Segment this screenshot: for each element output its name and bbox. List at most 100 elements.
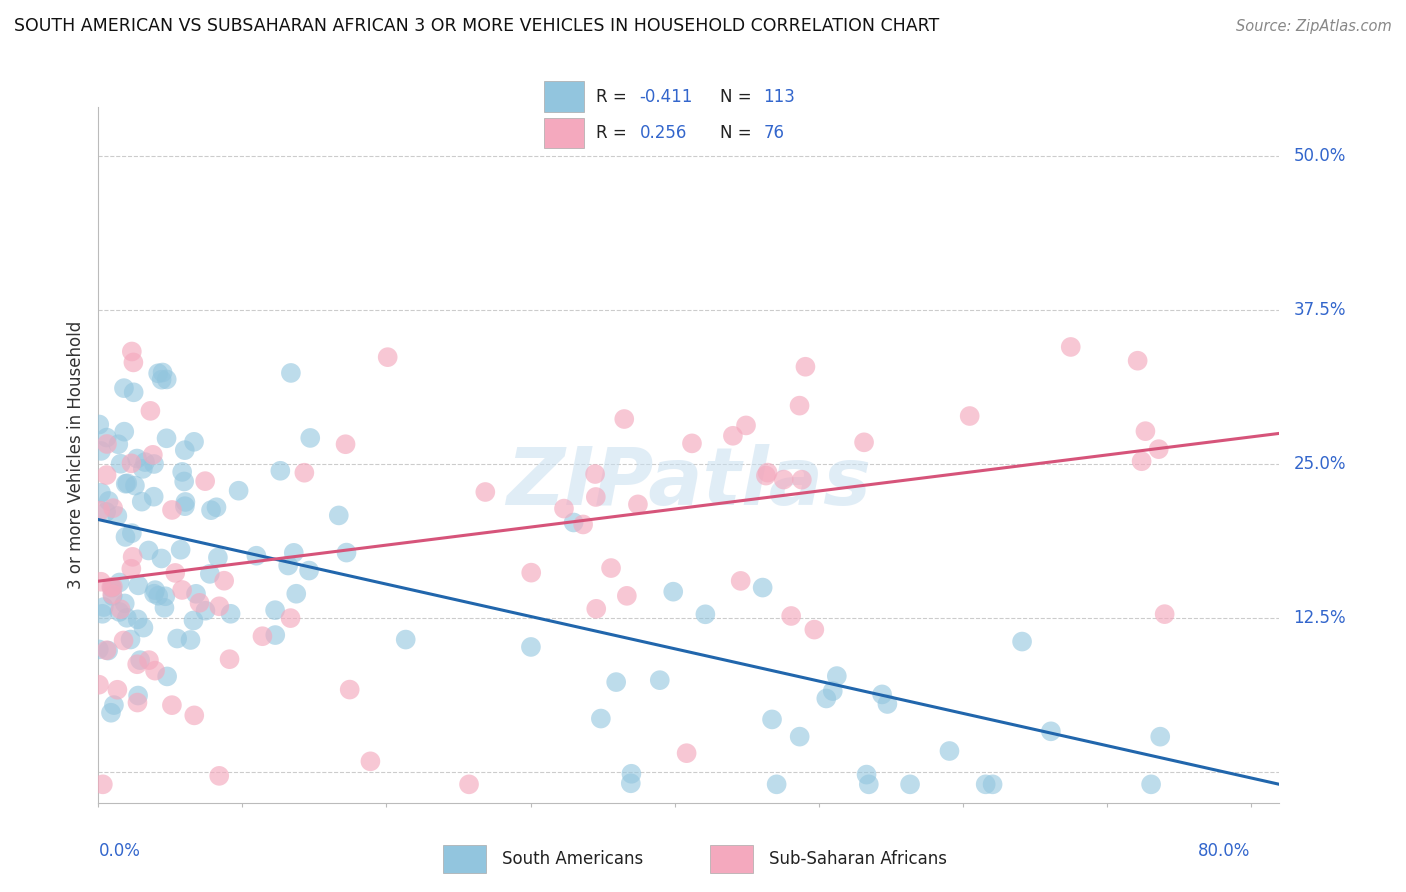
Point — [96, 468, 118, 483]
Point — [143, 457, 166, 471]
Point — [166, 632, 188, 646]
Point — [101, 501, 124, 516]
Point — [127, 689, 149, 703]
Point — [458, 777, 481, 791]
Text: 37.5%: 37.5% — [1294, 301, 1346, 319]
Text: Sub-Saharan Africans: Sub-Saharan Africans — [769, 849, 948, 868]
Point — [105, 682, 128, 697]
Point — [114, 597, 136, 611]
Point — [138, 543, 160, 558]
Point — [772, 473, 794, 487]
Point — [681, 436, 703, 450]
Text: R =: R = — [596, 124, 633, 142]
Point — [142, 448, 165, 462]
Point — [96, 437, 118, 451]
Bar — [443, 845, 486, 872]
Point — [648, 673, 671, 688]
Point — [131, 494, 153, 508]
Point — [100, 580, 122, 594]
Point — [280, 366, 302, 380]
Point — [156, 669, 179, 683]
Point — [122, 385, 145, 400]
Point — [553, 501, 575, 516]
Point — [121, 526, 143, 541]
Point — [180, 632, 202, 647]
Point — [616, 589, 638, 603]
Point — [695, 607, 717, 622]
Point — [143, 583, 166, 598]
Point — [155, 431, 177, 445]
Point — [107, 437, 129, 451]
Point — [124, 478, 146, 492]
Point — [790, 473, 813, 487]
Point — [103, 698, 125, 712]
Point — [143, 587, 166, 601]
Point — [299, 431, 322, 445]
Point — [870, 687, 893, 701]
Point — [853, 435, 876, 450]
Bar — [544, 118, 583, 148]
Text: ZIPatlas: ZIPatlas — [506, 443, 872, 522]
Text: N =: N = — [720, 87, 756, 105]
Point — [755, 468, 778, 483]
Point — [474, 485, 496, 500]
Point — [121, 344, 143, 359]
Bar — [710, 845, 754, 872]
Point — [134, 455, 156, 469]
Point — [377, 350, 399, 364]
Point — [200, 503, 222, 517]
Point — [756, 466, 779, 480]
Point — [283, 546, 305, 560]
Point — [585, 602, 607, 616]
Point — [825, 669, 848, 683]
Point — [1153, 607, 1175, 621]
Point — [600, 561, 623, 575]
Point — [96, 431, 118, 445]
Point — [108, 605, 131, 619]
Point — [173, 475, 195, 489]
Point — [153, 600, 176, 615]
Point — [938, 744, 960, 758]
Point — [173, 443, 195, 458]
Point — [1147, 442, 1170, 457]
Point — [87, 678, 110, 692]
Point — [91, 777, 114, 791]
Point — [662, 584, 685, 599]
Point — [208, 599, 231, 614]
Point — [183, 708, 205, 723]
Point — [146, 366, 169, 380]
Text: SOUTH AMERICAN VS SUBSAHARAN AFRICAN 3 OR MORE VEHICLES IN HOUSEHOLD CORRELATION: SOUTH AMERICAN VS SUBSAHARAN AFRICAN 3 O… — [14, 17, 939, 35]
Point — [252, 629, 274, 643]
Point — [138, 653, 160, 667]
Point — [148, 589, 170, 603]
Point — [359, 755, 381, 769]
Point — [115, 611, 138, 625]
Text: -0.411: -0.411 — [640, 87, 693, 105]
Point — [101, 580, 124, 594]
Point — [114, 530, 136, 544]
Point — [981, 777, 1004, 791]
Point — [97, 643, 120, 657]
Point — [1011, 634, 1033, 648]
Text: 113: 113 — [763, 87, 794, 105]
Point — [150, 373, 173, 387]
Point — [815, 691, 838, 706]
Point — [212, 574, 235, 588]
Y-axis label: 3 or more Vehicles in Household: 3 or more Vehicles in Household — [67, 321, 86, 589]
Point — [675, 746, 697, 760]
Point — [143, 664, 166, 678]
Point — [627, 497, 650, 511]
Text: 0.0%: 0.0% — [98, 842, 141, 860]
Point — [974, 777, 997, 791]
Point — [1140, 777, 1163, 791]
Point — [264, 628, 287, 642]
Point — [139, 404, 162, 418]
Point — [101, 589, 124, 603]
Point — [1149, 730, 1171, 744]
Point — [117, 476, 139, 491]
Point — [93, 599, 115, 614]
Point — [219, 607, 242, 621]
Point — [803, 623, 825, 637]
Point — [735, 418, 758, 433]
Point — [160, 503, 183, 517]
